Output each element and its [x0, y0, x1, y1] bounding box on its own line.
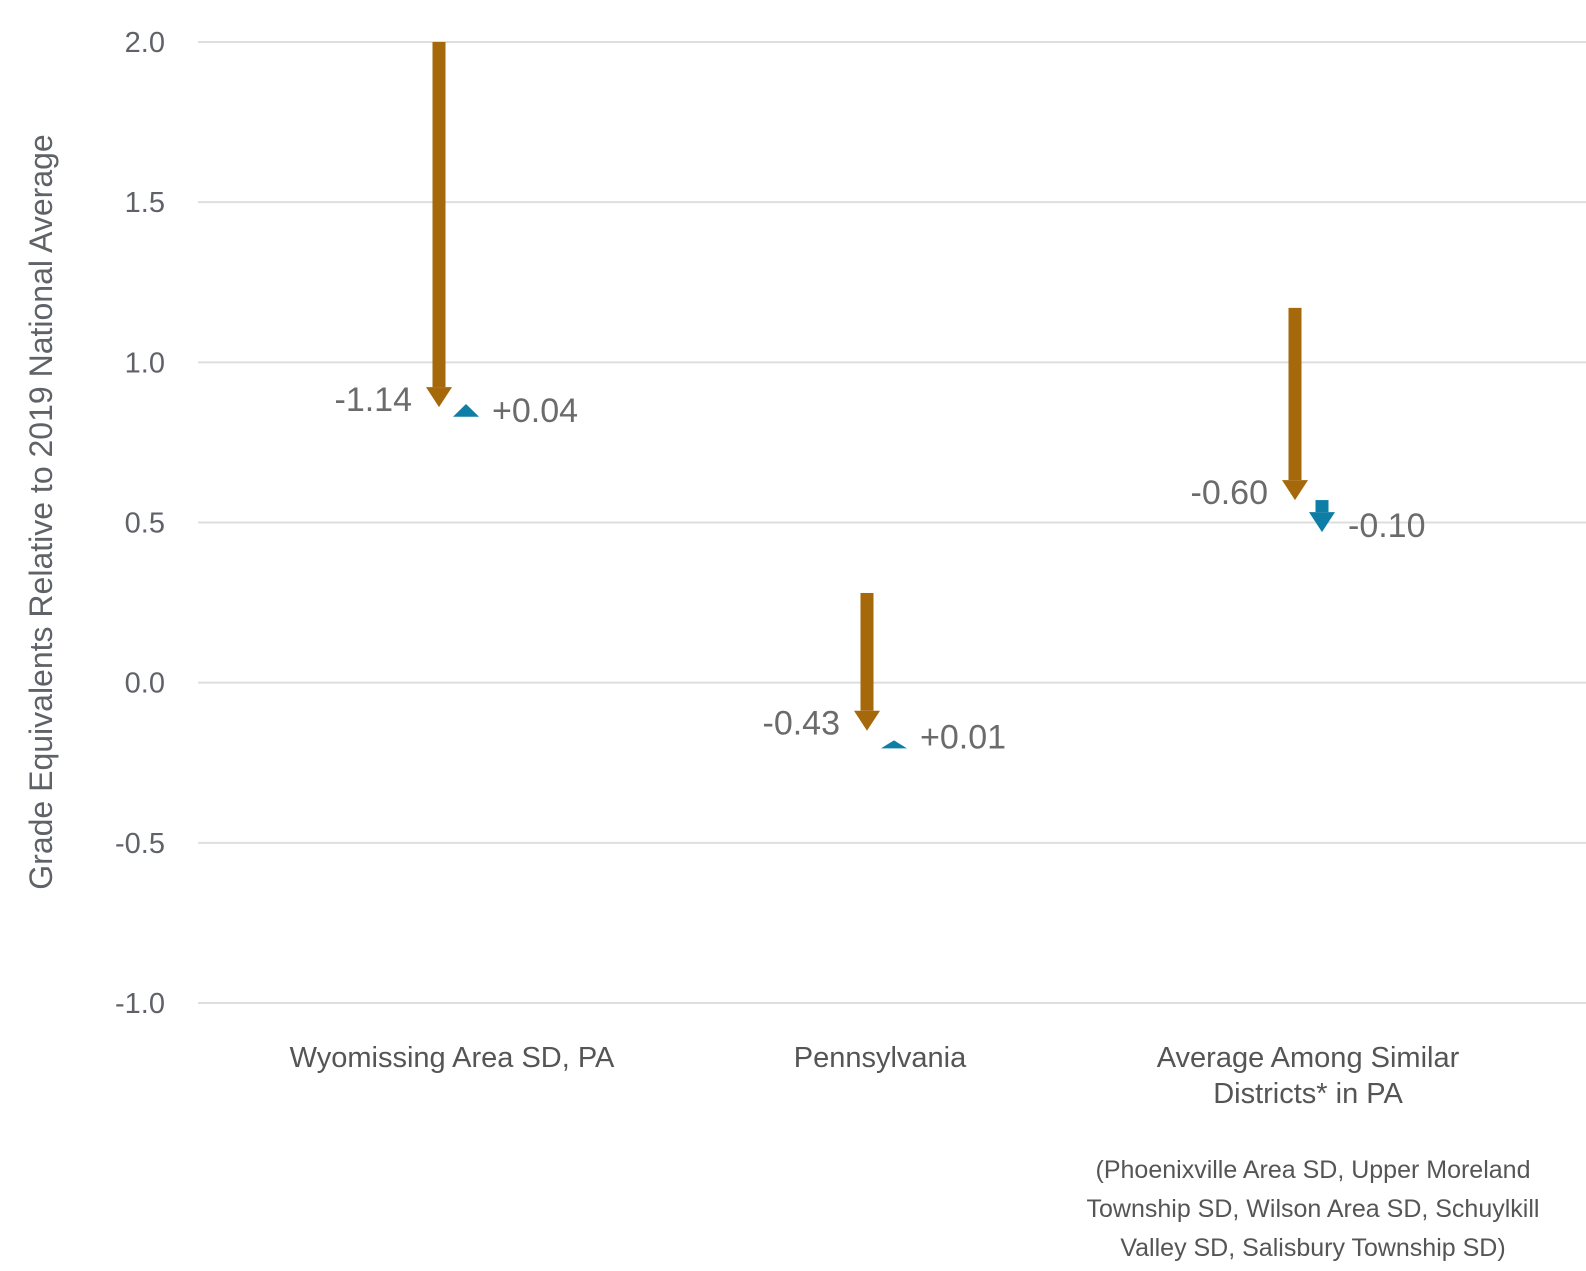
x-category-label: Wyomissing Area SD, PA	[290, 1042, 615, 1074]
footnote-line: Valley SD, Salisbury Township SD)	[1120, 1234, 1505, 1262]
change-arrow-shaft	[1288, 307, 1302, 481]
change-arrow	[1282, 307, 1308, 501]
change-arrow-head	[1282, 480, 1308, 501]
x-category-label: Average Among Similar	[1157, 1042, 1460, 1074]
y-axis-title: Grade Equivalents Relative to 2019 Natio…	[23, 134, 59, 889]
footnote-line: (Phoenixville Area SD, Upper Moreland	[1096, 1156, 1531, 1184]
footnote-line: Township SD, Wilson Area SD, Schuylkill	[1087, 1195, 1540, 1223]
change-arrow-secondary-shaft	[1315, 500, 1329, 513]
y-tick-label: -0.5	[115, 828, 165, 860]
data-label: +0.01	[920, 719, 1006, 757]
change-arrow-secondary	[453, 403, 479, 417]
change-arrow	[426, 42, 452, 408]
arrow-marks	[426, 42, 1335, 749]
data-label: -0.10	[1348, 507, 1426, 545]
y-axis-ticks: 2.0 1.5 1.0 0.5 0.0 -0.5 -1.0	[115, 27, 165, 1020]
change-arrow-head	[426, 387, 452, 408]
x-axis-categories: Wyomissing Area SD, PA Pennsylvania Averag…	[290, 1042, 1460, 1110]
data-label: -1.14	[335, 381, 413, 419]
change-arrow-secondary-head	[1309, 512, 1335, 533]
gridlines	[198, 41, 1586, 1004]
change-arrow-secondary-head	[881, 740, 907, 749]
change-arrow-secondary	[881, 740, 907, 749]
footnote: (Phoenixville Area SD, Upper Moreland Tow…	[1087, 1156, 1540, 1262]
y-tick-label: 0.5	[125, 508, 165, 540]
y-tick-label: 1.0	[125, 347, 165, 379]
data-label: -0.60	[1191, 474, 1269, 512]
change-arrow-secondary-head	[453, 403, 479, 417]
y-tick-label: 2.0	[125, 27, 165, 59]
change-arrow-secondary	[1309, 500, 1335, 533]
y-tick-label: 1.5	[125, 187, 165, 219]
x-category-label: Districts* in PA	[1213, 1078, 1403, 1110]
change-arrow	[854, 592, 880, 731]
y-tick-label: -1.0	[115, 988, 165, 1020]
y-tick-label: 0.0	[125, 668, 165, 700]
change-arrow-shaft	[432, 42, 446, 388]
change-arrow-shaft	[860, 592, 874, 711]
data-label: +0.04	[492, 392, 578, 430]
data-label: -0.43	[763, 705, 841, 743]
data-labels: -1.14 -0.43 -0.60 +0.04 +0.01 -0.10	[335, 381, 1426, 756]
change-arrow-head	[854, 710, 880, 731]
x-category-label: Pennsylvania	[794, 1042, 967, 1074]
